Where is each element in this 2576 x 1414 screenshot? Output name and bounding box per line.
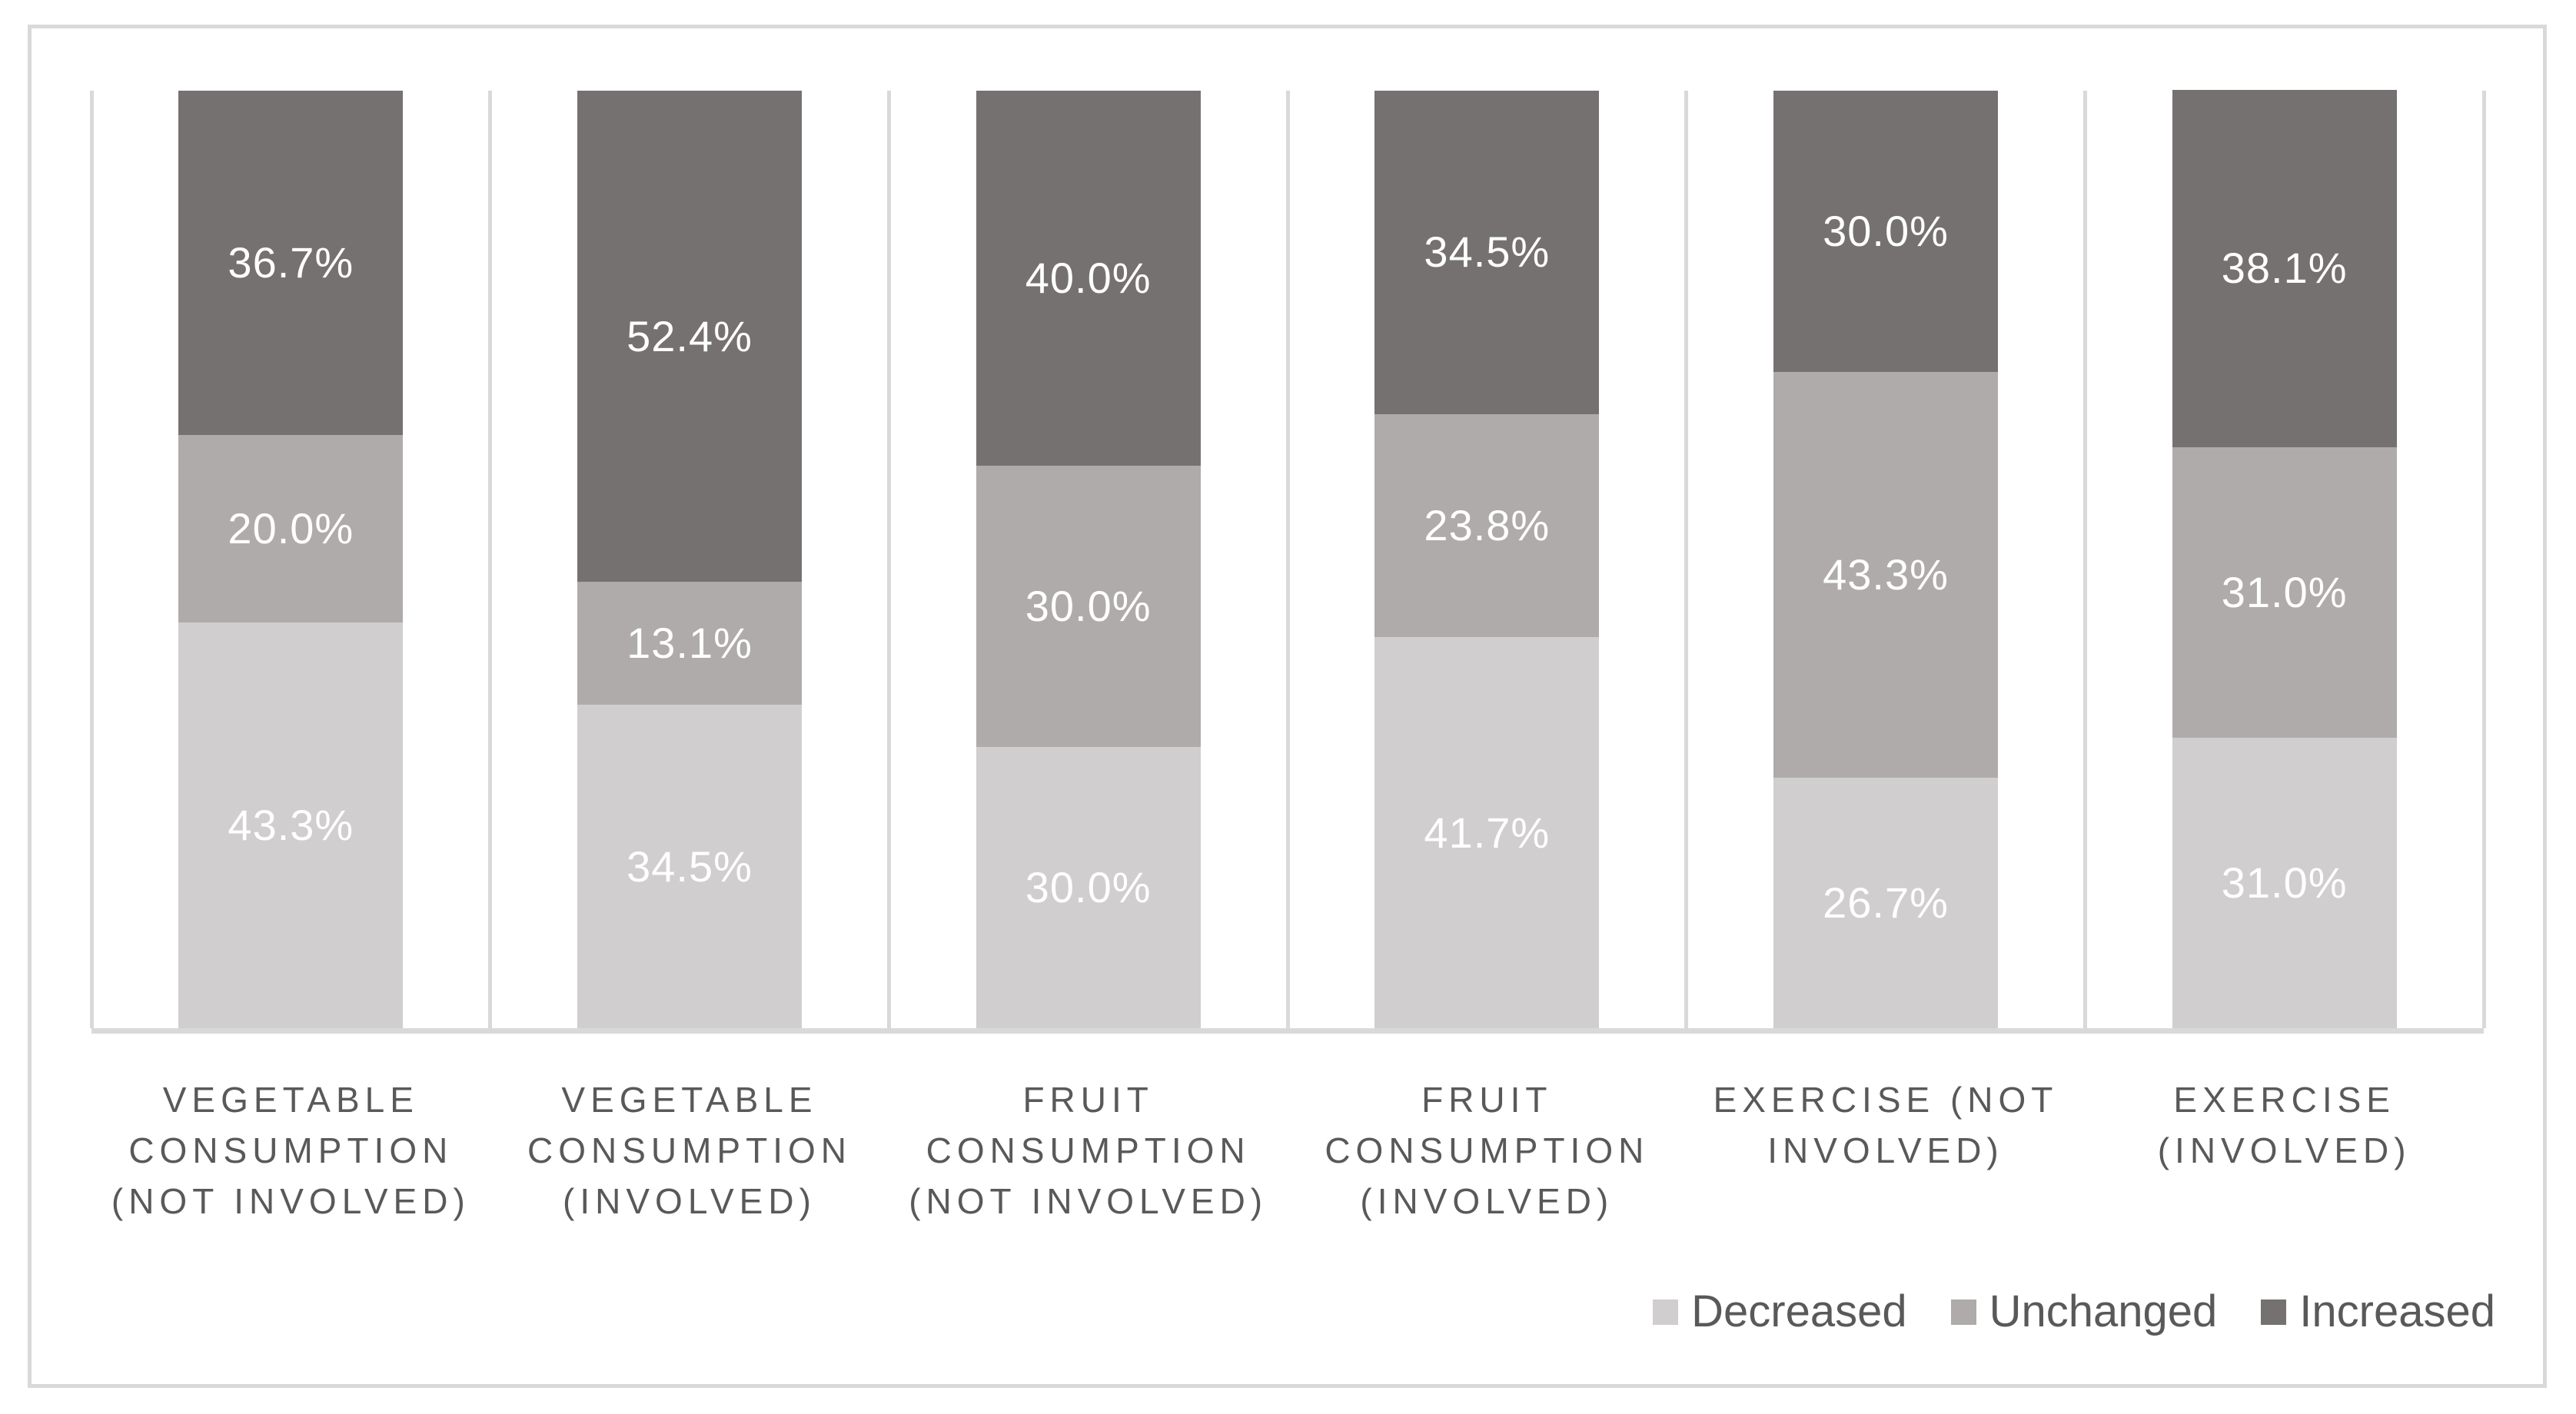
data-label: 40.0% — [1025, 254, 1152, 302]
legend-label: Unchanged — [1989, 1286, 2218, 1336]
bar-segment-unchanged: 43.3% — [1773, 372, 1998, 778]
data-label: 31.0% — [2221, 567, 2348, 616]
category-gridline — [2082, 91, 2087, 1028]
category-axis-label-line: (INVOLVED) — [563, 1181, 816, 1221]
data-label: 30.0% — [1025, 582, 1152, 630]
legend: Decreased Unchanged Increased — [1653, 1289, 2495, 1335]
data-label: 23.8% — [1424, 501, 1551, 550]
data-label: 34.5% — [627, 841, 753, 891]
category-gridline — [886, 91, 891, 1028]
bar-segment-increased: 30.0% — [1773, 91, 1998, 372]
data-label: 30.0% — [1025, 863, 1152, 911]
bar-segment-increased: 40.0% — [976, 91, 1201, 466]
category-axis-label-line: FRUIT — [1421, 1080, 1553, 1120]
bar-segment-decreased: 41.7% — [1374, 637, 1600, 1028]
legend-label: Increased — [2299, 1286, 2495, 1336]
category-axis-label: VEGETABLE CONSUMPTION (INVOLVED) — [490, 1074, 889, 1226]
data-label: 36.7% — [228, 237, 354, 287]
category-axis-label-line: EXERCISE — [2173, 1080, 2395, 1120]
bar-segment-unchanged: 30.0% — [976, 466, 1201, 747]
data-label: 30.0% — [1823, 207, 1949, 255]
legend-swatch-icon — [2261, 1299, 2287, 1325]
bar-segment-increased: 34.5% — [1374, 91, 1600, 414]
category-axis-label-line: CONSUMPTION — [926, 1130, 1251, 1170]
data-label: 20.0% — [228, 503, 354, 553]
bar-segment-increased: 52.4% — [577, 91, 802, 583]
bar-segment-decreased: 43.3% — [178, 622, 404, 1028]
legend-swatch-icon — [1950, 1299, 1976, 1325]
bar-segment-increased: 38.1% — [2172, 89, 2397, 447]
bar-segment-increased: 36.7% — [178, 91, 404, 435]
category-axis-label-line: CONSUMPTION — [527, 1130, 852, 1170]
legend-item-increased: Increased — [2261, 1290, 2495, 1334]
category-axis-label-line: CONSUMPTION — [1325, 1130, 1650, 1170]
data-label: 41.7% — [1424, 808, 1551, 857]
data-label: 34.5% — [1424, 227, 1551, 277]
category-axis-line — [91, 1028, 2484, 1034]
category-gridline — [2481, 91, 2486, 1028]
data-label: 43.3% — [228, 800, 354, 849]
data-label: 31.0% — [2221, 858, 2348, 907]
legend-swatch-icon — [1653, 1299, 1679, 1325]
category-gridline — [488, 91, 493, 1028]
data-label: 26.7% — [1823, 878, 1949, 928]
data-label: 38.1% — [2221, 244, 2348, 293]
bar-segment-unchanged: 31.0% — [2172, 446, 2397, 738]
data-label: 13.1% — [627, 619, 753, 668]
bar-segment-decreased: 31.0% — [2172, 737, 2397, 1028]
category-gridline — [1684, 91, 1689, 1028]
category-axis-label-line: (INVOLVED) — [2157, 1130, 2411, 1170]
category-gridline — [1285, 91, 1290, 1028]
category-axis-label-line: VEGETABLE — [162, 1080, 419, 1120]
category-axis-label-line: (INVOLVED) — [1360, 1181, 1614, 1221]
legend-label: Decreased — [1691, 1286, 1907, 1336]
category-axis-label-line: INVOLVED) — [1767, 1130, 2004, 1170]
category-axis-label-line: VEGETABLE — [561, 1080, 818, 1120]
bar-segment-decreased: 26.7% — [1773, 778, 1998, 1028]
legend-item-decreased: Decreased — [1653, 1286, 1907, 1336]
data-label: 43.3% — [1823, 550, 1949, 599]
category-gridline — [89, 91, 94, 1028]
category-axis-label: FRUIT CONSUMPTION (NOT INVOLVED) — [889, 1074, 1288, 1226]
bar-segment-unchanged: 23.8% — [1374, 413, 1600, 638]
bar-segment-decreased: 30.0% — [976, 747, 1201, 1028]
category-axis-label-line: CONSUMPTION — [128, 1130, 454, 1170]
bar-segment-unchanged: 20.0% — [178, 434, 404, 622]
category-axis-label-line: FRUIT — [1022, 1080, 1154, 1120]
legend-item-unchanged: Unchanged — [1950, 1286, 2218, 1336]
category-axis-label-line: (NOT INVOLVED) — [111, 1181, 470, 1221]
bar-segment-unchanged: 13.1% — [577, 582, 802, 705]
category-axis-label: EXERCISE (INVOLVED) — [2085, 1074, 2484, 1176]
category-axis-label: FRUIT CONSUMPTION (INVOLVED) — [1288, 1074, 1687, 1226]
category-axis-label: VEGETABLE CONSUMPTION (NOT INVOLVED) — [91, 1074, 490, 1226]
category-axis-label: EXERCISE (NOT INVOLVED) — [1687, 1074, 2086, 1176]
data-label: 52.4% — [627, 311, 753, 360]
bar-segment-decreased: 34.5% — [577, 705, 802, 1028]
category-axis-label-line: EXERCISE (NOT — [1713, 1080, 2059, 1120]
category-axis-label-line: (NOT INVOLVED) — [909, 1181, 1268, 1221]
